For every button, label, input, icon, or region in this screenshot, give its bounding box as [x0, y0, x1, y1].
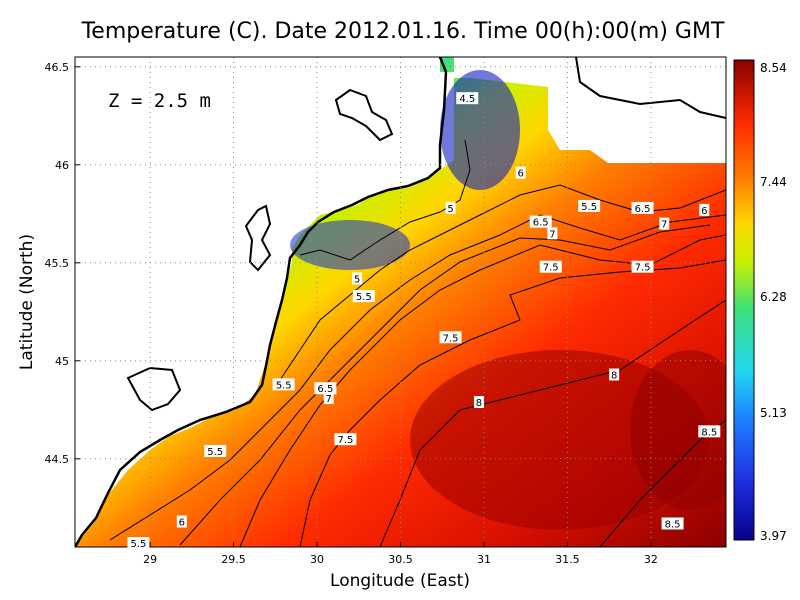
- cold-pool-west: [290, 220, 410, 270]
- contour-label-box: [323, 392, 334, 405]
- coastline-estuary: [244, 204, 272, 272]
- contour-label: 6: [517, 169, 523, 180]
- contour-label: 4.5: [459, 94, 475, 105]
- isotherm-6-5: [179, 224, 711, 546]
- colorbar: [733, 59, 755, 541]
- contour-label-box: [699, 203, 710, 216]
- isotherm-7-5: [299, 259, 726, 547]
- coastline: [75, 57, 448, 547]
- contour-label: 7.5: [543, 263, 559, 274]
- contour-label-box: [631, 201, 654, 214]
- contour-label: 7.5: [443, 333, 459, 344]
- contour-label-box: [352, 290, 375, 303]
- contour-label-box: [539, 260, 562, 273]
- contour-label: 5.5: [207, 447, 223, 458]
- contour-label-box: [609, 368, 620, 381]
- contour-label-box: [659, 217, 670, 230]
- land-area-north-east: [454, 57, 726, 163]
- contour-label: 8.5: [665, 519, 681, 530]
- x-tick-label: 30: [310, 553, 324, 566]
- x-tick-label: 31.5: [555, 553, 580, 566]
- contour-label: 6: [701, 206, 707, 217]
- colorbar-tick-label: 7.44: [760, 175, 787, 189]
- cold-pool-north: [440, 70, 520, 190]
- y-tick-label: 45.5: [45, 257, 70, 270]
- contour-label: 6.5: [533, 218, 549, 229]
- contour-label-box: [127, 537, 150, 550]
- colorbar-ticks: 8.54 7.44 6.28 5.13 3.97: [760, 61, 787, 543]
- x-tick-label: 32: [644, 553, 658, 566]
- land-area: [75, 57, 454, 547]
- contour-label-box: [631, 260, 654, 273]
- coastline-delta: [126, 366, 182, 412]
- colorbar-tick-label: 8.54: [760, 61, 787, 75]
- contour-label-box: [176, 515, 187, 528]
- colorbar-tick-label: 5.13: [760, 406, 787, 420]
- x-tick-label: 30.5: [388, 553, 413, 566]
- x-tick-label: 29.5: [221, 553, 246, 566]
- contour-label-box: [456, 92, 479, 105]
- y-axis-ticks: 44.5 45 45.5 46 46.5: [45, 61, 80, 466]
- contour-label: 7.5: [337, 435, 353, 446]
- contour-label: 5.5: [356, 292, 372, 303]
- contour-label: 7: [549, 229, 555, 240]
- contour-label: 7: [326, 394, 332, 405]
- chart-title: Temperature (C). Date 2012.01.16. Time 0…: [81, 19, 725, 44]
- contour-label-box: [314, 382, 337, 395]
- y-tick-label: 46.5: [45, 61, 70, 74]
- contour-label-box: [473, 395, 484, 408]
- y-axis-label: Latitude (North): [17, 234, 37, 370]
- contour-label-box: [439, 331, 462, 344]
- contour-label: 6: [179, 518, 185, 529]
- contour-label: 5: [354, 274, 360, 285]
- contour-label-box: [445, 201, 456, 214]
- colorbar-tick-label: 3.97: [760, 529, 787, 543]
- isotherm-6: [109, 214, 726, 541]
- contour-label-box: [547, 227, 558, 240]
- y-tick-label: 46: [55, 159, 69, 172]
- contour-label: 6.5: [635, 204, 651, 215]
- isotherm-5: [299, 139, 471, 261]
- contour-label-box: [272, 378, 295, 391]
- contour-label: 5.5: [130, 539, 146, 550]
- contour-label-box: [661, 517, 684, 530]
- warm-core-east: [630, 350, 726, 510]
- contour-label: 8: [476, 398, 482, 409]
- contour-label: 8: [611, 371, 617, 382]
- isotherm-8: [379, 299, 726, 547]
- contour-label-box: [334, 433, 357, 446]
- contour-label: 7: [661, 220, 667, 231]
- contour-label-box: [204, 444, 227, 457]
- grid-lines: [75, 57, 726, 547]
- contour-label: 5: [447, 204, 453, 215]
- y-tick-label: 45: [55, 355, 69, 368]
- contour-label: 8.5: [701, 427, 717, 438]
- contour-label-box: [529, 215, 552, 228]
- x-tick-label: 29: [143, 553, 157, 566]
- contour-label: 6.5: [317, 384, 333, 395]
- contour-label-box: [352, 272, 363, 285]
- x-axis-ticks: 29 29.5 30 30.5 31 31.5 32: [143, 542, 658, 566]
- contour-label: 7.5: [635, 263, 651, 274]
- coastline-inlet: [334, 88, 394, 142]
- depth-annotation: Z = 2.5 m: [108, 90, 211, 112]
- x-axis-label: Longitude (East): [330, 571, 470, 591]
- warm-core: [410, 350, 710, 530]
- contour-label-box: [578, 199, 601, 212]
- x-tick-label: 31: [477, 553, 491, 566]
- coastline-ne: [575, 57, 726, 119]
- contour-label-box: [515, 166, 526, 179]
- contour-label: 5.5: [276, 380, 292, 391]
- colorbar-tick-label: 6.28: [760, 290, 787, 304]
- y-tick-label: 44.5: [45, 453, 70, 466]
- contour-label: 5.5: [581, 202, 597, 213]
- contour-label-box: [698, 425, 721, 438]
